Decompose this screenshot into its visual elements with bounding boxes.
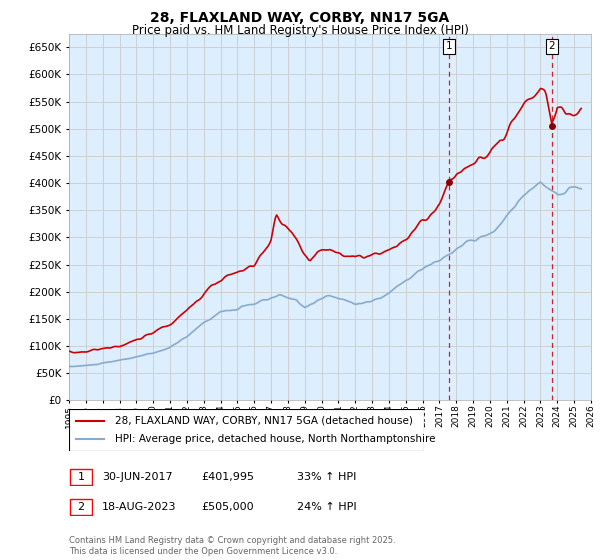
Text: 28, FLAXLAND WAY, CORBY, NN17 5GA: 28, FLAXLAND WAY, CORBY, NN17 5GA (151, 11, 449, 25)
Text: Price paid vs. HM Land Registry's House Price Index (HPI): Price paid vs. HM Land Registry's House … (131, 24, 469, 36)
Text: 1: 1 (446, 41, 452, 52)
Text: Contains HM Land Registry data © Crown copyright and database right 2025.
This d: Contains HM Land Registry data © Crown c… (69, 536, 395, 556)
Text: 30-JUN-2017: 30-JUN-2017 (102, 472, 173, 482)
Text: HPI: Average price, detached house, North Northamptonshire: HPI: Average price, detached house, Nort… (115, 434, 436, 444)
Text: 28, FLAXLAND WAY, CORBY, NN17 5GA (detached house): 28, FLAXLAND WAY, CORBY, NN17 5GA (detac… (115, 416, 413, 426)
Text: 1: 1 (77, 472, 85, 482)
Text: 18-AUG-2023: 18-AUG-2023 (102, 502, 176, 512)
Text: £505,000: £505,000 (201, 502, 254, 512)
Text: 24% ↑ HPI: 24% ↑ HPI (297, 502, 356, 512)
Text: £401,995: £401,995 (201, 472, 254, 482)
Text: 33% ↑ HPI: 33% ↑ HPI (297, 472, 356, 482)
Text: 2: 2 (77, 502, 85, 512)
Text: 2: 2 (548, 41, 555, 52)
